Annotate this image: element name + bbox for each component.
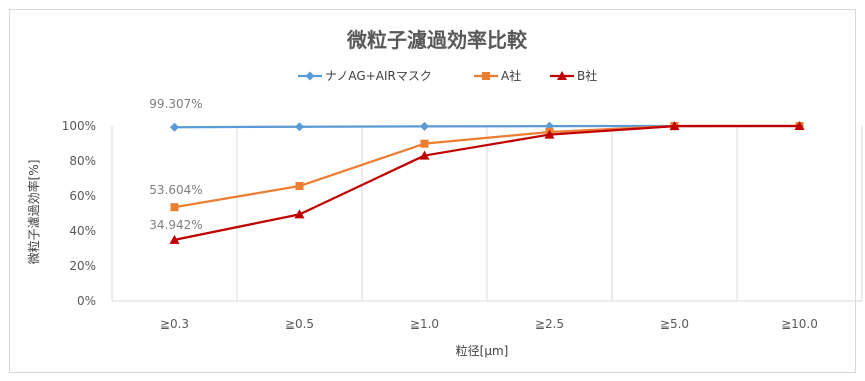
annotation-label: 99.307% (149, 97, 202, 111)
y-axis-ticks: 0% 20% 40% 60% 80% 100% (62, 119, 96, 308)
y-tick-label: 60% (69, 189, 96, 203)
chart-frame (9, 9, 856, 373)
x-tick-label: ≧0.3 (160, 317, 189, 331)
x-axis-ticks: ≧0.3 ≧0.5 ≧1.0 ≧2.5 ≧5.0 ≧10.0 (160, 317, 818, 331)
x-tick-label: ≧2.5 (535, 317, 564, 331)
data-point (420, 139, 429, 148)
data-point (482, 72, 490, 80)
data-point (544, 129, 555, 139)
data-point (419, 150, 430, 160)
chart-title: 微粒子濾過効率比較 (346, 28, 528, 52)
data-point (295, 122, 304, 132)
grid (111, 126, 863, 302)
series-group (169, 121, 805, 244)
y-tick-label: 80% (69, 154, 96, 168)
series-3 (169, 121, 805, 244)
legend-item-3: B社 (550, 68, 597, 83)
series-line (174, 124, 800, 241)
data-point (420, 121, 429, 131)
y-tick-label: 0% (77, 294, 96, 308)
data-point (794, 121, 805, 130)
x-tick-label: ≧0.5 (285, 317, 314, 331)
legend-label: A社 (501, 68, 521, 83)
y-tick-label: 20% (69, 259, 96, 273)
data-point (294, 209, 305, 219)
legend: ナノAG+AIRマスク A社 B社 (298, 68, 597, 83)
data-point (669, 121, 680, 131)
y-tick-label: 40% (69, 224, 96, 238)
x-tick-label: ≧10.0 (781, 317, 818, 331)
annotation-label: 53.604% (149, 183, 202, 197)
legend-label: ナノAG+AIRマスク (325, 69, 432, 83)
legend-label: B社 (577, 68, 597, 83)
annotation-label: 34.942% (149, 218, 202, 232)
y-axis-label: 微粒子濾過効率[%] (26, 160, 41, 265)
data-point (170, 122, 179, 132)
x-tick-label: ≧1.0 (410, 317, 439, 331)
legend-item-2: A社 (474, 68, 521, 83)
y-tick-label: 100% (62, 119, 96, 133)
x-tick-label: ≧5.0 (660, 317, 689, 331)
legend-item-1: ナノAG+AIRマスク (298, 69, 432, 83)
data-point (169, 234, 180, 244)
data-point (557, 71, 567, 80)
data-point (295, 182, 304, 191)
data-point (170, 203, 179, 212)
x-axis-label: 粒径[μm] (456, 343, 509, 358)
data-point (305, 71, 315, 81)
annotations: 99.307% 53.604% 34.942% (149, 97, 202, 232)
